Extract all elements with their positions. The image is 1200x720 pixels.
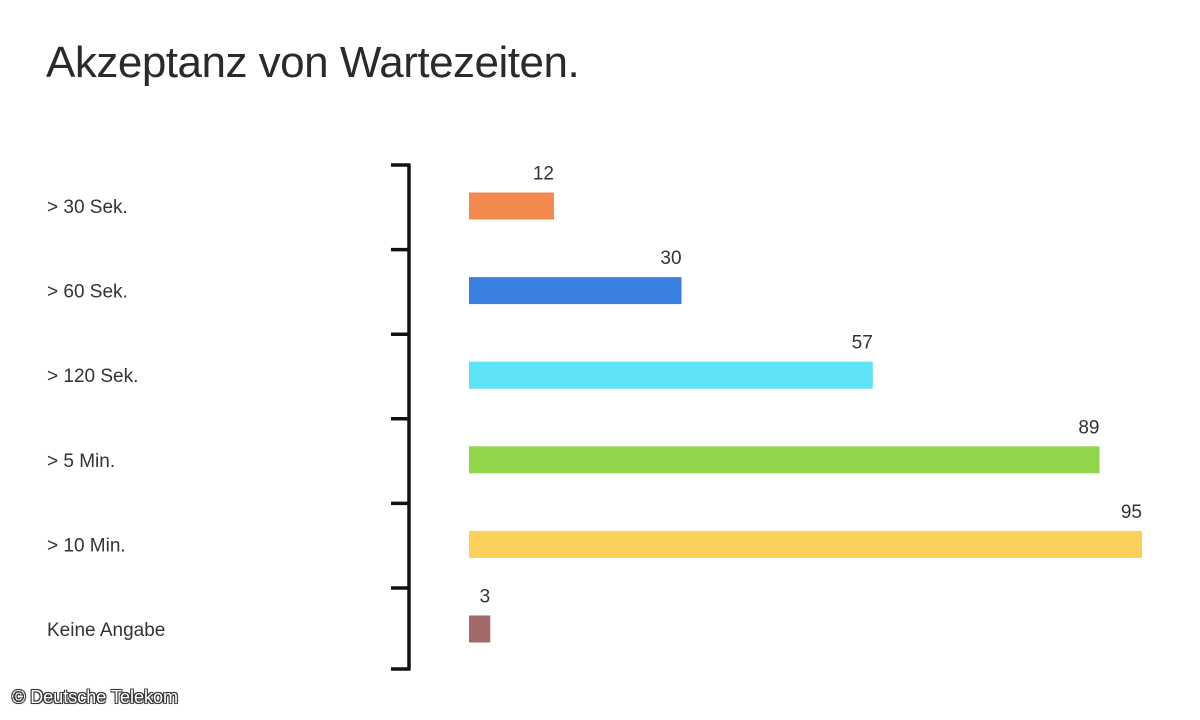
bar (469, 446, 1100, 474)
data-label: 30 (660, 248, 681, 269)
category-label: > 120 Sek. (47, 366, 138, 387)
bar (469, 615, 491, 643)
data-label: 57 (852, 333, 873, 354)
category-label: > 60 Sek. (47, 282, 128, 303)
bar (469, 192, 555, 220)
copyright-credit: © Deutsche Telekom (12, 687, 179, 707)
data-label: 12 (533, 164, 554, 185)
category-label: > 5 Min. (47, 451, 115, 472)
data-label: 89 (1078, 417, 1099, 438)
chart-title: Akzeptanz von Wartezeiten. (46, 38, 580, 87)
category-label: > 30 Sek. (47, 197, 128, 218)
data-label: 95 (1121, 502, 1142, 523)
bar (469, 277, 682, 305)
bar (469, 530, 1142, 558)
bar (469, 361, 873, 389)
data-label: 3 (480, 587, 491, 608)
category-label: Keine Angabe (47, 620, 165, 641)
category-label: > 10 Min. (47, 535, 126, 556)
